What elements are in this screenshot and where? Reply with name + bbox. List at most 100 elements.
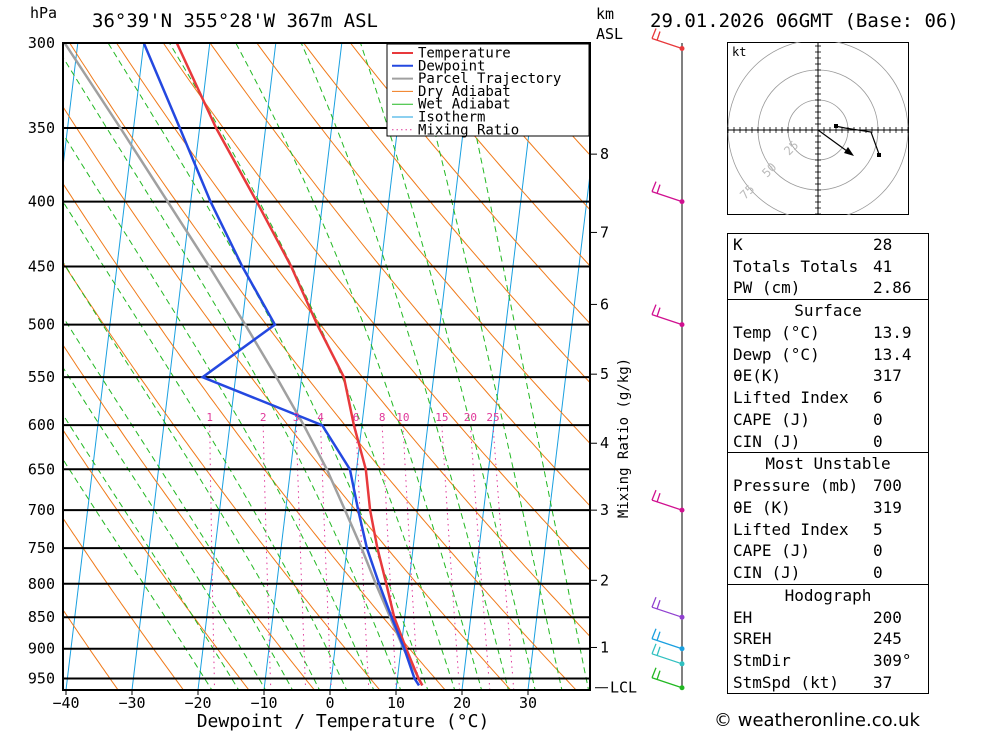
pressure-tick-label: 600	[28, 416, 55, 434]
dewpoint-line	[142, 43, 421, 687]
isotherm-line	[63, 43, 79, 171]
legend-label: Temperature	[418, 46, 511, 62]
wind-barb-flag	[651, 181, 657, 192]
mixing-ratio-label: 3	[293, 411, 300, 424]
pressure-tick-label: 700	[28, 501, 55, 519]
wet-adiabat-line	[360, 43, 536, 690]
hodo-point	[834, 124, 838, 128]
x-tick-label: 0	[325, 694, 334, 712]
wind-barb-flag	[651, 304, 657, 315]
x-tick-label: −10	[250, 694, 277, 712]
pressure-tick-label: 950	[28, 670, 55, 688]
isotherm-line	[263, 43, 343, 690]
dry-adiabat-line	[63, 261, 381, 690]
pressure-tick-label: 800	[28, 575, 55, 593]
mixing-ratio-label: 15	[435, 411, 448, 424]
legend-label: Parcel Trajectory	[418, 71, 561, 87]
asl-label: ASL	[596, 25, 624, 43]
indices-table: K 28 Totals Totals 41 PW (cm) 2.86 Surfa…	[727, 233, 929, 695]
most-unstable-section: Most Unstable Pressure (mb) 700 θE (K) 319…	[728, 452, 928, 583]
dry-adiabat-line	[63, 429, 250, 690]
wind-barb-flag	[656, 670, 661, 680]
legend-label: Wet Adiabat	[418, 97, 511, 113]
wind-barb-flag	[656, 31, 661, 41]
dry-adiabat-line	[350, 43, 590, 325]
dry-adiabat-line	[116, 43, 590, 638]
mixing-ratio-label: 1	[206, 411, 213, 424]
dry-adiabat-line	[303, 43, 590, 384]
legend-label: Mixing Ratio	[418, 122, 519, 138]
wet-adiabat-line	[63, 200, 348, 690]
wind-barb-flag	[656, 646, 661, 657]
x-tick-label: 20	[453, 694, 471, 712]
mixing-ratio-label: 2	[260, 411, 267, 424]
section-title: Hodograph	[784, 585, 872, 605]
pressure-tick-label: 350	[28, 119, 55, 137]
hodograph: kt 25 50 75	[727, 42, 909, 215]
wind-barb-flag	[651, 667, 657, 678]
hodo-unit-label: kt	[732, 45, 746, 59]
dry-adiabat-line	[396, 43, 590, 267]
pressure-tick-label: 900	[28, 640, 55, 658]
index-row-k: K 28	[733, 235, 893, 254]
km-tick-label: 4	[600, 434, 609, 452]
mixing-ratio-label: 10	[396, 411, 409, 424]
wind-barb-flag	[651, 628, 657, 639]
wet-adiabat-line	[107, 43, 429, 690]
hodograph-section: Hodograph EH 200 SREH 245 StmDir 309° StmSp…	[728, 583, 928, 694]
x-tick-label: 10	[387, 694, 405, 712]
isotherm-line	[197, 43, 277, 690]
copyright-link[interactable]: © weatheronline.co.uk	[714, 710, 920, 731]
mixing-ratio-axis-label: Mixing Ratio (g/kg)	[616, 358, 632, 518]
wind-barb-flag	[656, 184, 661, 194]
wet-adiabat-line	[63, 56, 402, 690]
km-unit-label: km	[596, 5, 615, 23]
parcel-trajectory-line	[63, 43, 424, 686]
wind-barb-flag	[651, 596, 657, 608]
wet-adiabat-line	[168, 43, 456, 690]
dry-adiabat-line	[162, 43, 590, 571]
x-tick-label: 30	[519, 694, 537, 712]
isotherm-line	[527, 170, 590, 690]
dry-adiabat-line	[63, 517, 184, 690]
wet-adiabat-line	[63, 316, 294, 690]
pressure-tick-label: 400	[28, 193, 55, 211]
pressure-tick-label: 750	[28, 539, 55, 557]
hodo-trace	[834, 125, 880, 155]
dry-adiabat-line	[63, 182, 446, 690]
mixing-ratio-label: 20	[464, 411, 477, 424]
isotherm-line	[395, 43, 475, 690]
plot-frame	[62, 42, 591, 691]
mixing-ratio-line	[295, 425, 307, 690]
dry-adiabat-line	[256, 43, 590, 445]
mixing-ratio-label: 25	[486, 411, 499, 424]
x-tick-label: −20	[184, 694, 211, 712]
hpa-unit-label: hPa	[30, 4, 58, 22]
mixing-ratio-label: 8	[379, 411, 386, 424]
location-title: 36°39'N 355°28'W 367m ASL	[92, 10, 378, 32]
mixing-ratio-line	[355, 425, 370, 690]
datetime-title: 29.01.2026 06GMT (Base: 06)	[650, 10, 959, 32]
pressure-tick-label: 650	[28, 460, 55, 478]
wind-barb-flag	[651, 643, 657, 655]
dry-adiabat-line	[63, 344, 315, 690]
mixing-ratio-line	[441, 425, 461, 690]
km-tick-label: 7	[600, 223, 609, 241]
section-title: Surface	[794, 301, 862, 321]
legend-box	[386, 43, 590, 137]
pressure-tick-label: 300	[28, 34, 55, 52]
pressure-tick-label: 850	[28, 608, 55, 626]
wind-barb-flag	[656, 307, 661, 317]
isotherm-line	[461, 43, 541, 690]
wind-barb-flag	[656, 631, 661, 641]
temperature-line	[175, 43, 424, 687]
isotherm-line	[65, 43, 145, 690]
mixing-ratio-line	[262, 425, 272, 690]
km-tick-label: 6	[600, 295, 609, 313]
wind-barb-flag	[651, 28, 657, 39]
index-row-totals: Totals Totals 41	[733, 256, 893, 276]
section-title: Most Unstable	[765, 454, 891, 474]
wet-adiabat-line	[235, 43, 483, 690]
wet-adiabat-line	[456, 43, 590, 690]
